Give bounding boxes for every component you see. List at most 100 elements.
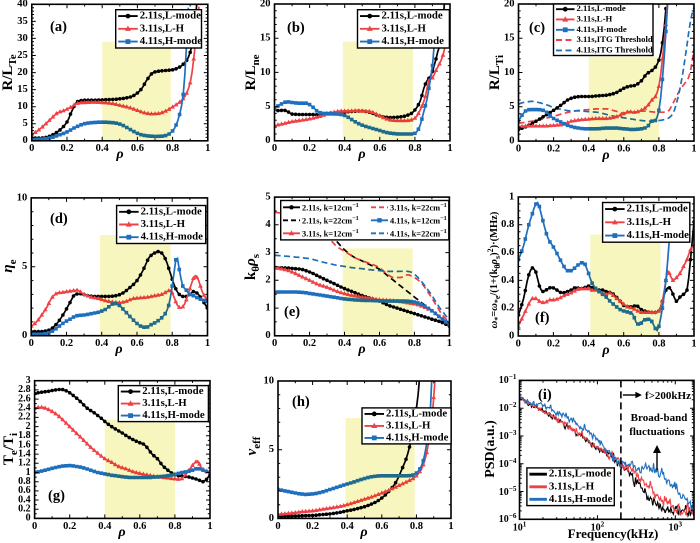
- svg-text:ρ: ρ: [601, 343, 609, 358]
- svg-text:0: 0: [275, 521, 280, 532]
- svg-text:(c): (c): [529, 20, 545, 36]
- svg-text:2.2: 2.2: [18, 412, 31, 423]
- svg-text:0.8: 0.8: [18, 476, 31, 487]
- svg-text:4: 4: [265, 219, 271, 230]
- svg-text:3.11s, k=22cm−1: 3.11s, k=22cm−1: [390, 202, 447, 213]
- svg-text:(d): (d): [50, 211, 68, 227]
- svg-text:1.8: 1.8: [18, 430, 31, 441]
- svg-text:0.6: 0.6: [501, 247, 514, 258]
- svg-text:20: 20: [17, 67, 28, 78]
- svg-text:0.2: 0.2: [547, 338, 560, 349]
- svg-text:10: 10: [17, 192, 28, 203]
- svg-text:2.11s,L-mode: 2.11s,L-mode: [141, 205, 202, 217]
- svg-text:0.4: 0.4: [338, 338, 352, 349]
- svg-text:1: 1: [691, 144, 696, 155]
- svg-text:25: 25: [17, 50, 28, 61]
- svg-text:5: 5: [269, 444, 274, 455]
- svg-text:3.11s,L-H: 3.11s,L-H: [549, 480, 595, 492]
- svg-text:1: 1: [207, 521, 212, 532]
- svg-text:15: 15: [260, 33, 271, 44]
- svg-text:2.11s, k=22cm−1: 2.11s, k=22cm−1: [302, 215, 359, 226]
- svg-text:3.11s,L-H: 3.11s,L-H: [142, 397, 187, 409]
- svg-text:0: 0: [29, 143, 34, 154]
- svg-text:ω*=ω*e/(1+(kθρs)2)·(MHz): ω*=ω*e/(1+(kθρs)2)·(MHz): [486, 211, 502, 328]
- svg-text:(g): (g): [48, 488, 65, 504]
- svg-text:4.11s, k=12cm−1: 4.11s, k=12cm−1: [390, 215, 447, 226]
- svg-text:0: 0: [26, 513, 31, 524]
- svg-text:0.6: 0.6: [617, 338, 630, 349]
- svg-text:10: 10: [264, 375, 275, 386]
- svg-text:3.11s,L-H: 3.11s,L-H: [386, 419, 431, 431]
- svg-text:5: 5: [265, 101, 270, 112]
- svg-text:0.4: 0.4: [341, 521, 355, 532]
- svg-text:4.11s,H-mode: 4.11s,H-mode: [549, 493, 613, 505]
- svg-text:3.11s,L-H: 3.11s,L-H: [382, 22, 427, 34]
- svg-text:0.2: 0.2: [60, 338, 73, 349]
- svg-text:0.8: 0.8: [652, 144, 665, 155]
- svg-text:0.6: 0.6: [373, 143, 386, 154]
- svg-text:0: 0: [509, 136, 514, 147]
- svg-text:3: 3: [26, 375, 31, 386]
- svg-text:3.11s,L-H: 3.11s,L-H: [627, 216, 672, 228]
- svg-text:ρ: ρ: [117, 525, 125, 540]
- svg-text:0.2: 0.2: [303, 143, 316, 154]
- svg-text:(a): (a): [50, 19, 67, 35]
- svg-text:0.6: 0.6: [18, 485, 31, 496]
- svg-text:0.8: 0.8: [410, 521, 423, 532]
- svg-text:0.6: 0.6: [373, 338, 386, 349]
- svg-text:3.11s,L-H: 3.11s,L-H: [140, 22, 185, 34]
- svg-text:0.2: 0.2: [63, 521, 76, 532]
- svg-text:2.11s,L-mode: 2.11s,L-mode: [142, 385, 203, 397]
- svg-text:0.2: 0.2: [18, 503, 31, 514]
- svg-text:40: 40: [17, 0, 28, 10]
- svg-text:10: 10: [504, 67, 515, 78]
- svg-text:0: 0: [516, 338, 521, 349]
- svg-text:4.11s, k=22cm−1: 4.11s, k=22cm−1: [390, 228, 447, 239]
- svg-text:ηe: ηe: [0, 259, 19, 272]
- svg-text:0.8: 0.8: [501, 219, 514, 230]
- svg-text:1.4: 1.4: [18, 448, 31, 459]
- svg-text:0.8: 0.8: [168, 521, 181, 532]
- svg-text:3.11s,ITG Threshold: 3.11s,ITG Threshold: [577, 34, 653, 44]
- svg-text:4.11s,H-mode: 4.11s,H-mode: [627, 229, 690, 241]
- svg-text:2: 2: [26, 421, 31, 432]
- svg-text:0: 0: [22, 330, 27, 341]
- svg-text:2.4: 2.4: [18, 402, 31, 413]
- svg-text:ρ: ρ: [115, 147, 123, 162]
- svg-text:(b): (b): [287, 20, 305, 36]
- svg-text:0.4: 0.4: [338, 143, 352, 154]
- svg-text:0.4: 0.4: [98, 521, 112, 532]
- svg-text:0.6: 0.6: [130, 338, 143, 349]
- svg-text:0: 0: [23, 135, 28, 146]
- svg-text:1: 1: [205, 143, 210, 154]
- svg-text:5: 5: [23, 118, 28, 129]
- svg-text:0.2: 0.2: [547, 144, 560, 155]
- svg-text:0.6: 0.6: [133, 521, 146, 532]
- svg-text:0.4: 0.4: [582, 338, 596, 349]
- svg-text:1: 1: [205, 338, 210, 349]
- svg-text:35: 35: [17, 16, 28, 27]
- svg-text:0.2: 0.2: [501, 303, 514, 314]
- svg-text:20: 20: [504, 0, 515, 9]
- svg-text:4.11s,H-mode: 4.11s,H-mode: [140, 35, 203, 47]
- svg-text:1.6: 1.6: [18, 439, 31, 450]
- svg-text:1: 1: [447, 143, 452, 154]
- svg-text:(e): (e): [284, 304, 300, 320]
- svg-text:10: 10: [260, 67, 271, 78]
- svg-text:0.4: 0.4: [582, 144, 596, 155]
- svg-text:0: 0: [29, 338, 34, 349]
- svg-text:2.11s,L-mode: 2.11s,L-mode: [577, 3, 626, 13]
- svg-text:3.11s,L-H: 3.11s,L-H: [141, 218, 186, 230]
- svg-text:0.4: 0.4: [18, 494, 31, 505]
- svg-text:Frequency(kHz): Frequency(kHz): [568, 526, 659, 541]
- svg-text:4.11s,H-mode: 4.11s,H-mode: [141, 231, 204, 243]
- svg-text:3.11s,L-H: 3.11s,L-H: [577, 13, 613, 23]
- svg-text:ρ: ρ: [601, 148, 609, 163]
- svg-text:0.8: 0.8: [652, 338, 665, 349]
- svg-text:0.8: 0.8: [408, 338, 421, 349]
- svg-text:2.11s, k=12cm−1: 2.11s, k=12cm−1: [302, 202, 359, 213]
- svg-text:(h): (h): [292, 394, 310, 410]
- svg-text:2.11s,L-mode: 2.11s,L-mode: [140, 10, 201, 22]
- svg-text:1: 1: [265, 303, 270, 314]
- svg-text:f>200kHz: f>200kHz: [645, 390, 691, 402]
